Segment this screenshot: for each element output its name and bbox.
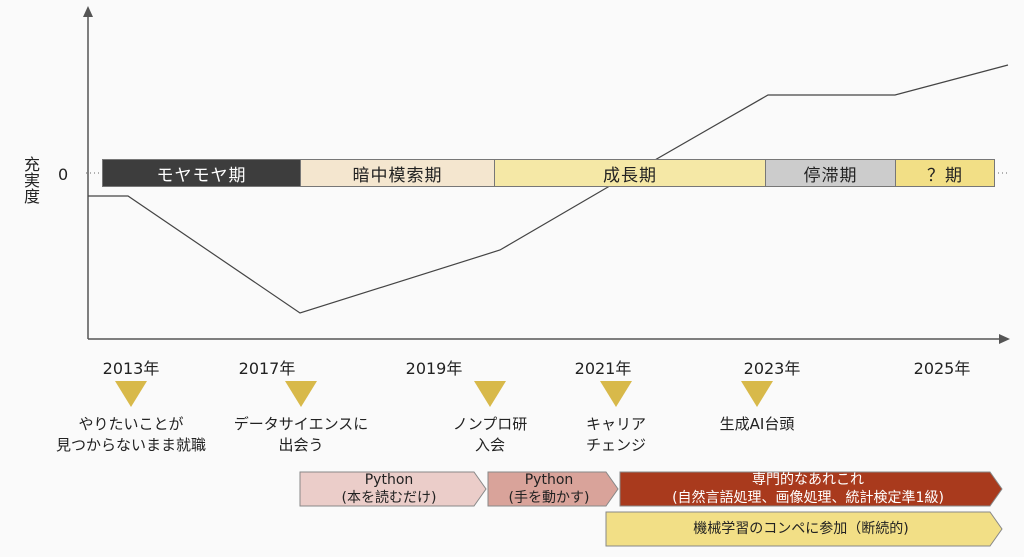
activity-subtitle: (本を読むだけ) [341, 490, 437, 506]
event-line: 出会う [278, 436, 324, 454]
event-marker [115, 381, 147, 407]
year-label: 2017年 [238, 359, 296, 378]
activity-title: 機械学習のコンペに参加（断続的) [693, 521, 909, 537]
event-line: チェンジ [585, 436, 647, 454]
event-marker [741, 381, 773, 407]
phase-unknown: ？期 [895, 159, 995, 187]
activity-subtitle: (自然言語処理、画像処理、統計検定準1級) [672, 490, 944, 506]
activity-subtitle: (手を動かす) [508, 490, 590, 506]
activity-label-python-practice: Python (手を動かす) [488, 472, 610, 506]
event-line: ノンプロ研 [452, 415, 528, 433]
event-line: 入会 [474, 436, 505, 454]
event-label-career-change: キャリア チェンジ [586, 414, 646, 456]
activity-arrow-ml-competition [605, 511, 1003, 547]
zero-label: 0 [58, 165, 69, 184]
phase-exploration: 暗中模索期 [300, 159, 495, 187]
event-line: 見つからないまま就職 [55, 436, 207, 454]
event-marker [474, 381, 506, 407]
activity-title: 専門的なあれこれ [752, 472, 864, 488]
phase-moyamoya: モヤモヤ期 [102, 159, 301, 187]
event-marker [600, 381, 632, 407]
event-line: キャリア [585, 415, 647, 433]
activity-title: Python [524, 472, 574, 488]
year-label: 2023年 [743, 359, 801, 378]
activity-arrow-python-practice [487, 471, 619, 507]
year-label: 2013年 [102, 359, 160, 378]
activity-label-python-reading: Python (本を読むだけ) [300, 472, 478, 506]
year-label: 2021年 [574, 359, 632, 378]
activity-arrow-specialized [619, 471, 1003, 507]
year-label: 2019年 [405, 359, 463, 378]
activity-title: Python [364, 472, 414, 488]
phase-growth: 成長期 [494, 159, 766, 187]
event-marker [285, 381, 317, 407]
event-label-first-job: やりたいことが 見つからないまま就職 [56, 414, 206, 456]
event-line: 生成AI台頭 [719, 415, 795, 433]
event-label-data-science: データサイエンスに 出会う [234, 414, 369, 456]
event-line: やりたいことが [78, 415, 184, 433]
satisfaction-curve [88, 64, 1009, 314]
event-label-nonpro: ノンプロ研 入会 [453, 414, 528, 456]
x-axis-arrowhead [999, 334, 1010, 344]
year-label: 2025年 [913, 359, 971, 378]
y-axis-arrowhead [83, 6, 93, 17]
activity-label-ml-competition: 機械学習のコンペに参加（断続的) [606, 512, 996, 546]
y-axis-label: 充実度 [21, 156, 40, 204]
activity-label-specialized: 専門的なあれこれ (自然言語処理、画像処理、統計検定準1級) [620, 472, 996, 506]
event-line: データサイエンスに [233, 415, 369, 433]
phase-stagnation: 停滞期 [765, 159, 896, 187]
event-label-genai: 生成AI台頭 [720, 414, 795, 435]
activity-arrow-python-reading [299, 471, 487, 507]
